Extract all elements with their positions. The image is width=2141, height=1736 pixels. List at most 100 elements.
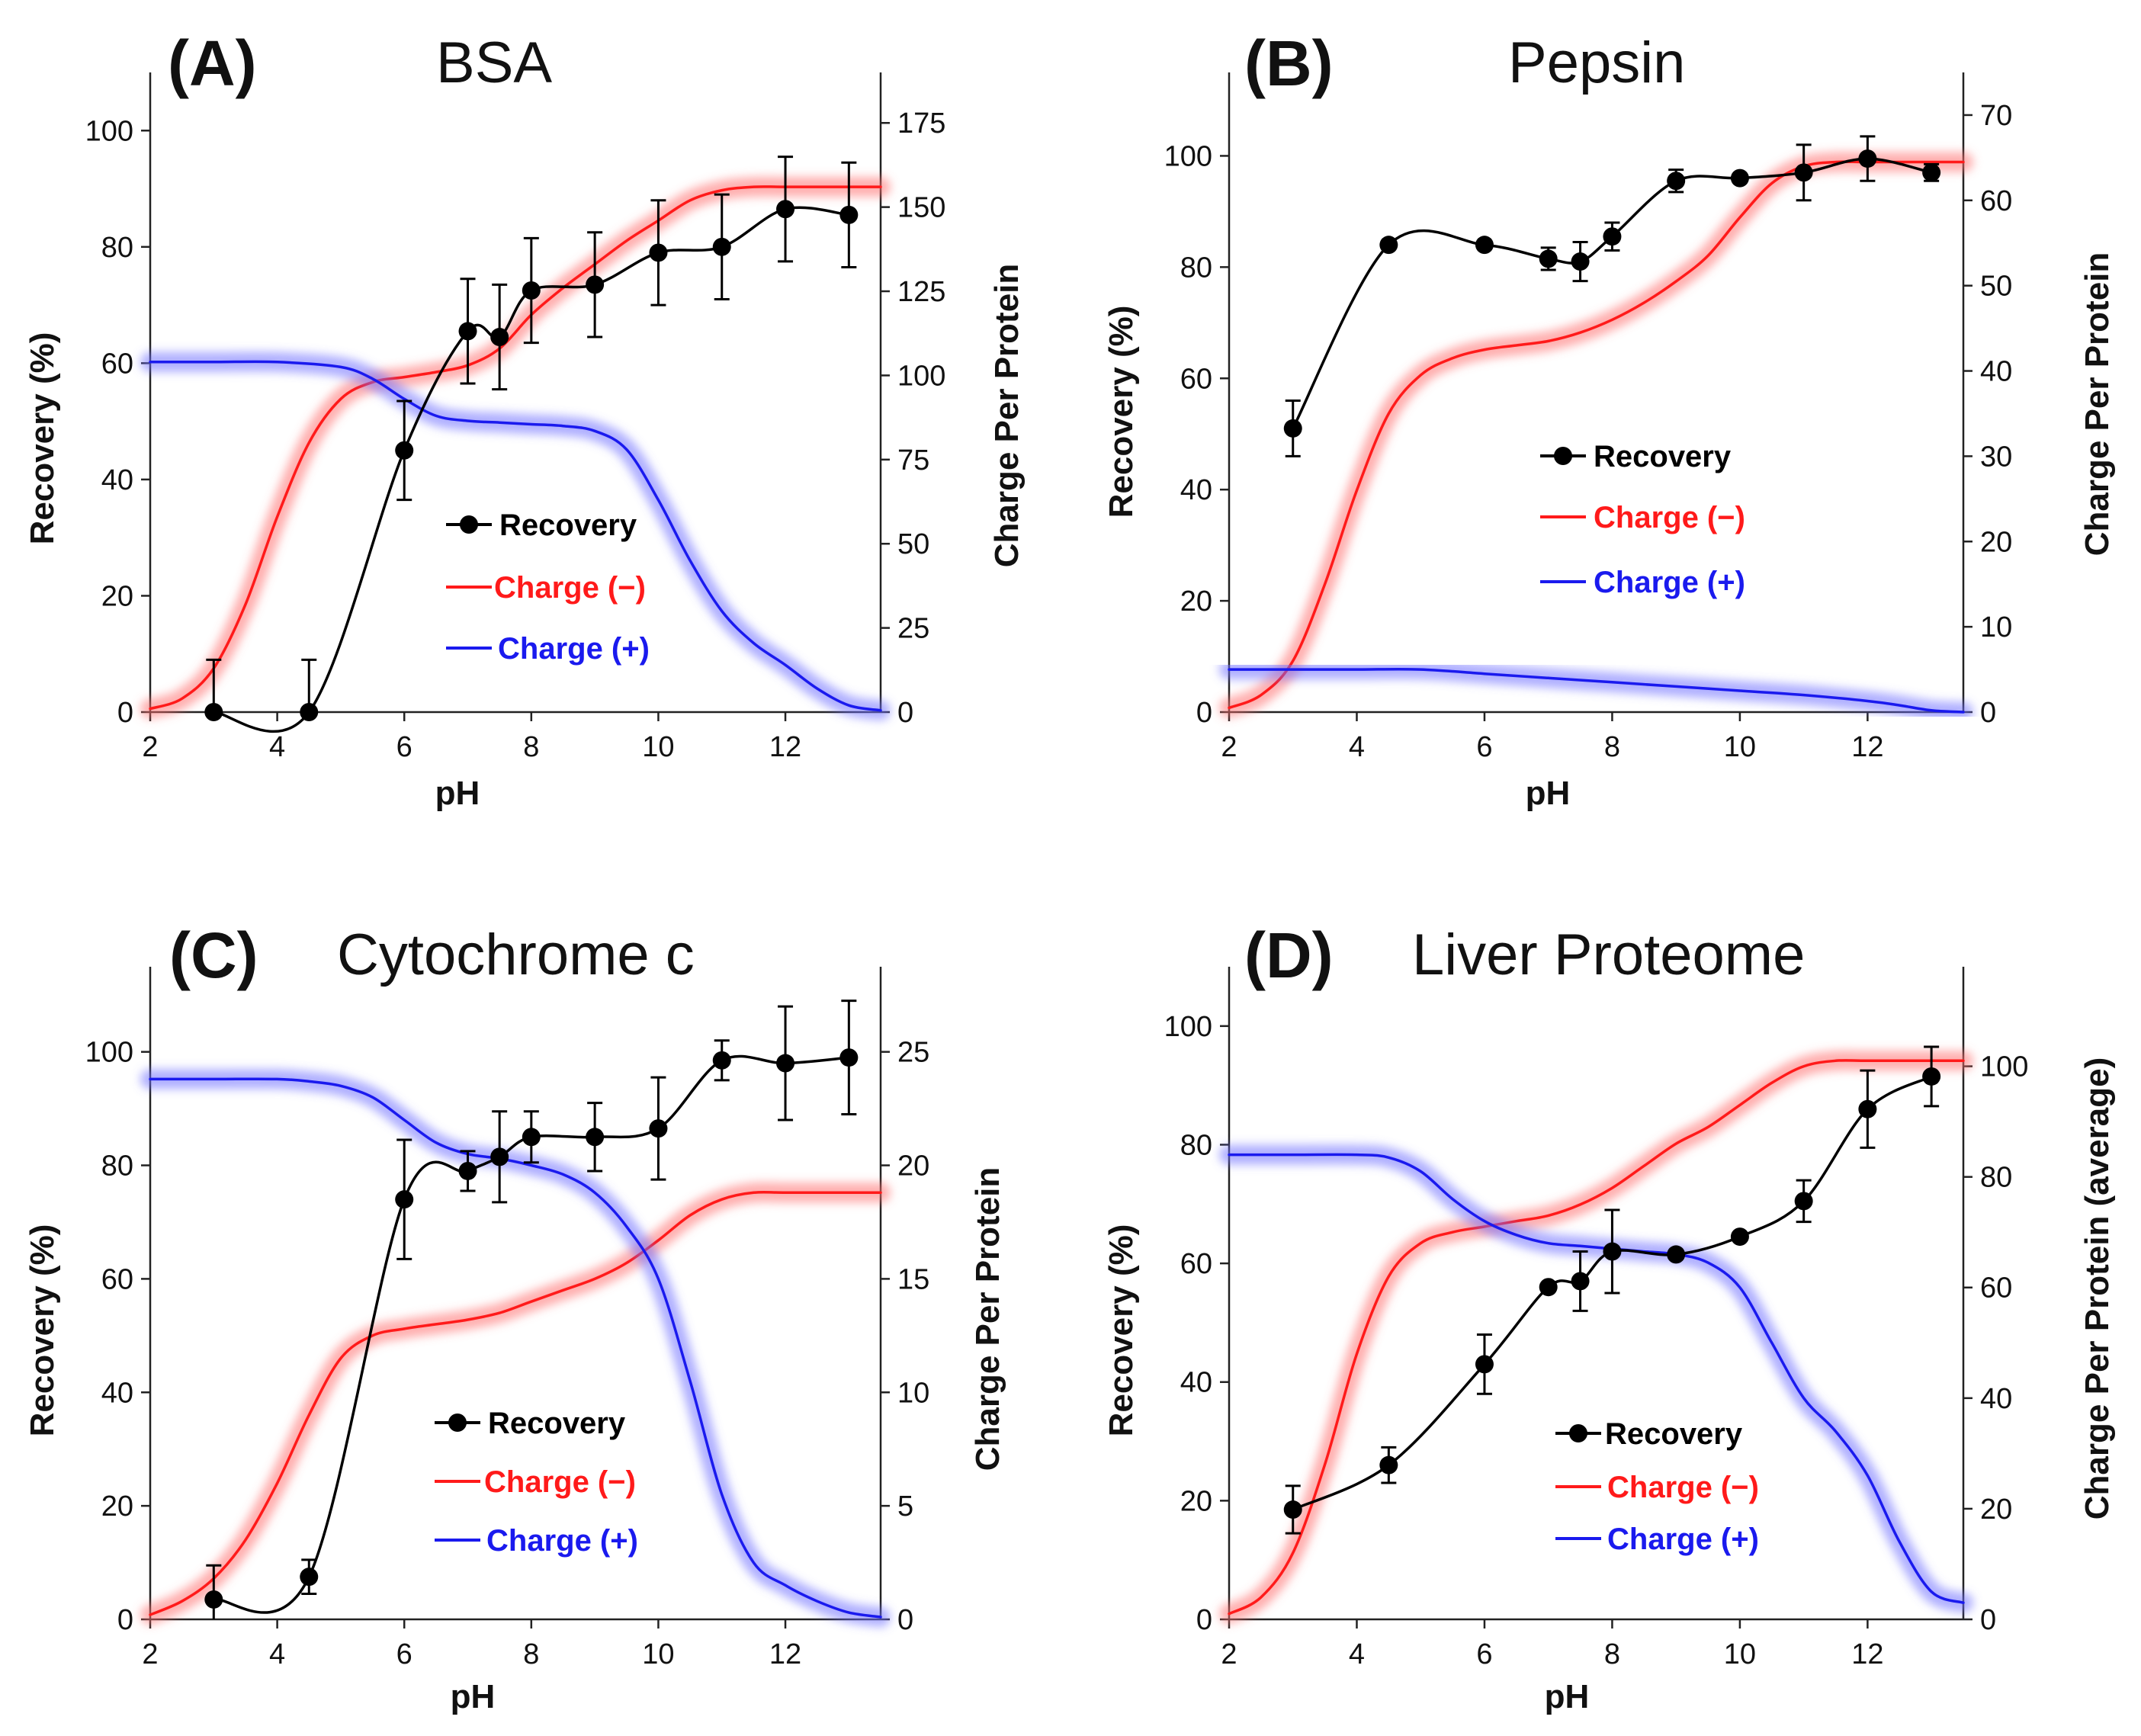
panel-b-recovery-point bbox=[1603, 227, 1622, 246]
panel-c-ytick-label: 60 bbox=[101, 1263, 133, 1295]
panel-c-legend-recovery-marker bbox=[448, 1414, 467, 1432]
panel-b-y2tick-label: 60 bbox=[1980, 185, 2012, 217]
panel-a-y2tick-label: 100 bbox=[897, 360, 945, 392]
panel-b-charge-neg-line bbox=[1228, 160, 1965, 710]
panel-c-y2tick-label: 20 bbox=[897, 1150, 929, 1182]
panel-a-ytick-label: 40 bbox=[101, 464, 133, 496]
panel-c-y2tick-label: 25 bbox=[897, 1037, 929, 1069]
panel-a-label: (A) bbox=[168, 27, 257, 99]
panel-b-recovery-point bbox=[1379, 236, 1398, 255]
panel-b-legend-charge-neg: Charge (−) bbox=[1594, 501, 1745, 534]
panel-d-ytick-label: 0 bbox=[1196, 1604, 1212, 1636]
panel-b-recovery-point bbox=[1283, 419, 1302, 438]
panel-d-legend-charge-neg: Charge (−) bbox=[1607, 1471, 1759, 1504]
panel-c-y2tick-label: 15 bbox=[897, 1263, 929, 1295]
panel-d-ytick-label: 80 bbox=[1180, 1129, 1212, 1161]
panel-a-xlabel: pH bbox=[435, 775, 480, 812]
panel-b-legend-recovery-marker bbox=[1554, 447, 1572, 465]
panel-d-legend-recovery-marker bbox=[1569, 1424, 1587, 1442]
panel-b-label: (B) bbox=[1244, 27, 1334, 99]
panel-d-recovery-point bbox=[1379, 1455, 1398, 1474]
panel-d-y2tick-label: 40 bbox=[1980, 1383, 2012, 1415]
panel-d-y2tick-label: 80 bbox=[1980, 1162, 2012, 1194]
panel-d-xtick-label: 8 bbox=[1604, 1638, 1620, 1670]
panel-d-ytick-label: 20 bbox=[1180, 1485, 1212, 1517]
panel-a-charge-pos-line bbox=[149, 360, 882, 712]
panel-c-legend-charge-pos: Charge (+) bbox=[486, 1524, 638, 1558]
panel-d-y2tick-label: 0 bbox=[1980, 1604, 1996, 1636]
panel-d-y2label: Charge Per Protein (average) bbox=[2078, 1057, 2116, 1519]
panel-b-ytick-label: 20 bbox=[1180, 586, 1212, 618]
panel-c-xtick-label: 4 bbox=[269, 1638, 285, 1670]
panel-b-charge-pos-line bbox=[1228, 667, 1965, 714]
panel-b-xtick-label: 4 bbox=[1349, 731, 1365, 763]
panel-a-charge-neg-glow bbox=[140, 176, 891, 719]
panel-b-ylabel: Recovery (%) bbox=[1103, 306, 1140, 518]
panel-c-xtick-label: 6 bbox=[396, 1638, 412, 1670]
panel-c-recovery-point bbox=[522, 1128, 541, 1147]
panel-d-recovery-point bbox=[1603, 1242, 1622, 1261]
panel-a-xtick-label: 8 bbox=[523, 731, 539, 763]
panel-d-recovery-point bbox=[1922, 1067, 1941, 1086]
panel-d-charge-neg-glow bbox=[1219, 1050, 1973, 1624]
panel-a-y2tick-label: 75 bbox=[897, 444, 929, 477]
panel-a-recovery-point bbox=[458, 322, 477, 341]
panel-a-recovery-point bbox=[395, 441, 414, 460]
panel-a-y2tick-label: 0 bbox=[897, 697, 913, 729]
panel-a-recovery-point bbox=[586, 275, 605, 294]
panel-a-xtick-label: 10 bbox=[642, 731, 674, 763]
panel-a-ytick-label: 0 bbox=[117, 697, 133, 729]
panel-d-y2tick-label: 60 bbox=[1980, 1272, 2012, 1304]
panel-a-xtick-label: 2 bbox=[142, 731, 158, 763]
panel-c-recovery-point bbox=[458, 1161, 477, 1180]
panel-a-charge-neg-line bbox=[149, 185, 882, 711]
panel-b-ytick-label: 40 bbox=[1180, 474, 1212, 506]
panel-b-y2tick-label: 70 bbox=[1980, 100, 2012, 132]
panel-a-ytick-label: 60 bbox=[101, 348, 133, 380]
panel-b-xtick-label: 10 bbox=[1724, 731, 1756, 763]
panel-a-recovery-point bbox=[490, 328, 509, 347]
panel-d-ylabel: Recovery (%) bbox=[1103, 1224, 1140, 1437]
panel-b-legend-charge-pos: Charge (+) bbox=[1594, 566, 1745, 599]
panel-c-ytick-label: 100 bbox=[85, 1037, 133, 1069]
panel-d-xtick-label: 12 bbox=[1851, 1638, 1883, 1670]
panel-d-y2tick-label: 20 bbox=[1980, 1494, 2012, 1526]
panel-b-recovery-point bbox=[1667, 172, 1686, 191]
panel-c-ytick-label: 40 bbox=[101, 1377, 133, 1409]
panel-d-recovery-point bbox=[1730, 1227, 1749, 1247]
panel-a-legend-recovery: Recovery bbox=[499, 509, 637, 542]
panel-d-label: (D) bbox=[1244, 919, 1334, 991]
panel-b-ytick-label: 100 bbox=[1164, 140, 1212, 172]
panel-d-recovery-point bbox=[1475, 1355, 1494, 1374]
panel-a-recovery-point bbox=[839, 205, 859, 224]
panel-c-charge-pos-line bbox=[149, 1077, 882, 1619]
panel-d-ytick-label: 40 bbox=[1180, 1367, 1212, 1399]
panel-c-ytick-label: 20 bbox=[101, 1491, 133, 1523]
panel-c-xtick-label: 8 bbox=[523, 1638, 539, 1670]
panel-b-recovery-point bbox=[1539, 249, 1558, 268]
panel-a-ytick-label: 80 bbox=[101, 232, 133, 264]
panel-b-recovery-point bbox=[1922, 163, 1941, 182]
panel-a-y2tick-label: 125 bbox=[897, 276, 945, 308]
panel-b-xtick-label: 2 bbox=[1221, 731, 1237, 763]
panel-c-recovery-point bbox=[300, 1568, 319, 1587]
panel-d-legend-recovery: Recovery bbox=[1605, 1417, 1743, 1451]
panel-c-charge-neg-line bbox=[149, 1190, 882, 1616]
panel-b-xtick-label: 8 bbox=[1604, 731, 1620, 763]
panel-c-recovery-point bbox=[204, 1590, 223, 1609]
panel-d-recovery-point bbox=[1539, 1278, 1558, 1297]
panel-b-xtick-label: 12 bbox=[1851, 731, 1883, 763]
panel-b-ytick-label: 0 bbox=[1196, 697, 1212, 729]
panel-a-y2label: Charge Per Protein bbox=[988, 264, 1026, 568]
panel-a-recovery-point bbox=[776, 200, 795, 219]
panel-c-label: (C) bbox=[169, 919, 258, 991]
panel-a-recovery-point bbox=[204, 703, 223, 721]
panel-d-recovery-point bbox=[1667, 1245, 1686, 1264]
panel-a-xtick-label: 4 bbox=[269, 731, 285, 763]
panel-b-ytick-label: 60 bbox=[1180, 363, 1212, 395]
panel-d-xtick-label: 2 bbox=[1221, 1638, 1237, 1670]
panel-d-legend-charge-pos: Charge (+) bbox=[1607, 1523, 1759, 1556]
panel-d-ytick-label: 60 bbox=[1180, 1248, 1212, 1280]
panel-c-y2tick-label: 10 bbox=[897, 1377, 929, 1409]
